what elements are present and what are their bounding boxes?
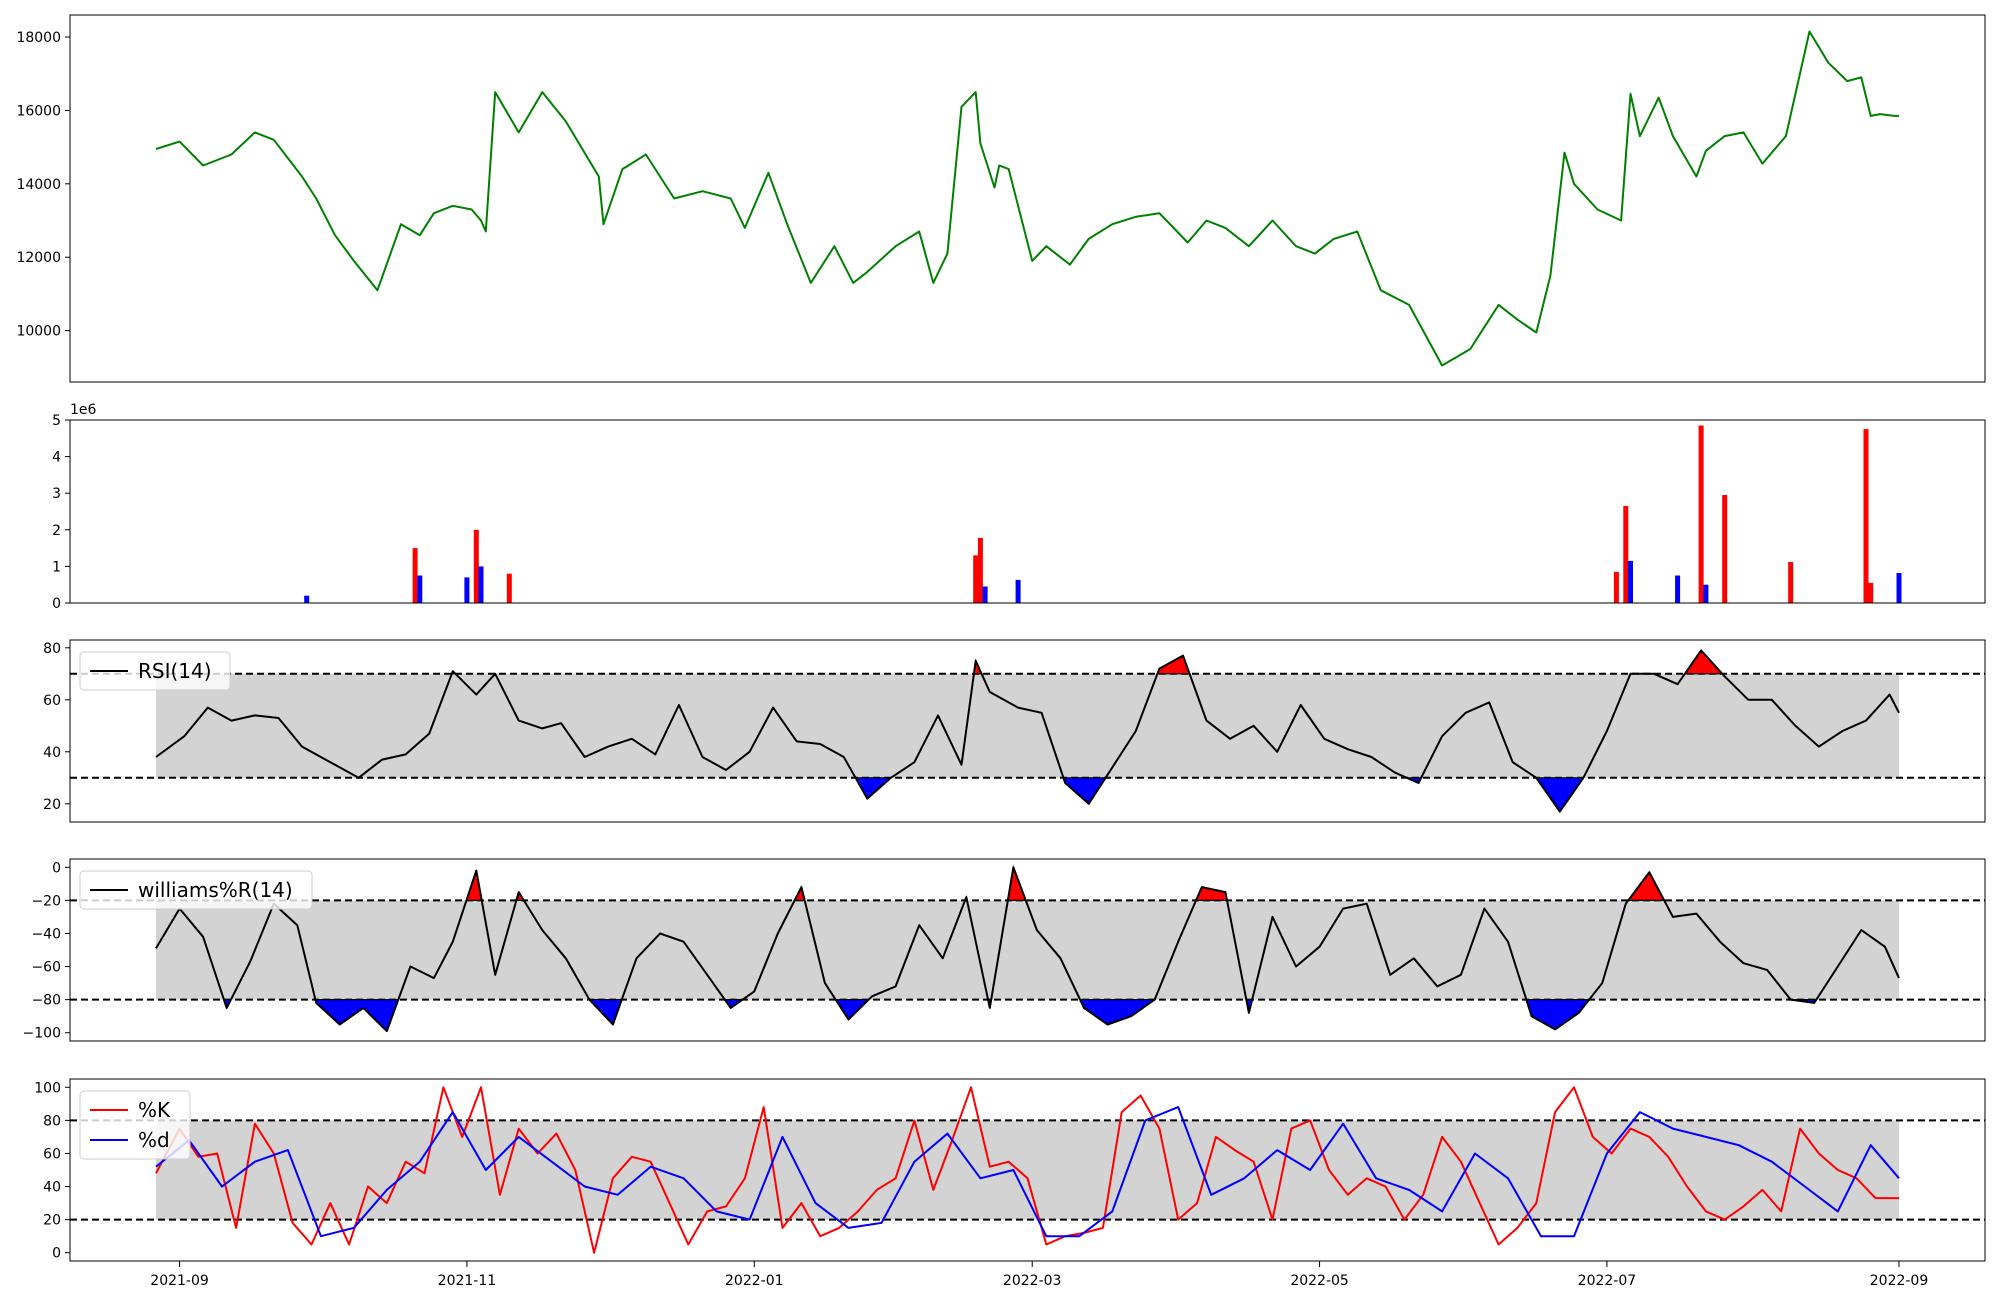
y-tick-label: 60 <box>43 1146 61 1162</box>
panel-frame <box>69 419 1986 604</box>
price-line <box>155 30 1899 367</box>
threshold-fill-area <box>1535 777 1585 813</box>
volume-bar <box>1698 425 1704 603</box>
y-tick-label: 2 <box>52 523 61 539</box>
panel-frame <box>69 1078 1986 1262</box>
volume-bar <box>982 586 988 603</box>
volume-bar <box>464 577 470 603</box>
volume-bar <box>304 595 310 603</box>
x-tick-label: 2021-09 <box>150 1273 209 1289</box>
panel-frame <box>69 639 1986 823</box>
volume-bar <box>1868 582 1874 603</box>
panel-frame <box>69 858 1986 1042</box>
y-tick-label: 20 <box>43 797 61 813</box>
x-tick-label: 2022-03 <box>1003 1273 1062 1289</box>
volume-bar <box>973 555 979 603</box>
series-line <box>155 1086 1899 1254</box>
legend-label: RSI(14) <box>138 659 212 683</box>
panel-frame <box>69 14 1986 383</box>
legend-label: %K <box>138 1098 171 1122</box>
y-tick-label: 14000 <box>16 177 61 193</box>
x-tick-label: 2022-07 <box>1578 1273 1637 1289</box>
threshold-fill-area <box>314 999 400 1033</box>
volume-bar <box>417 575 423 603</box>
y-tick-label: 100 <box>34 1080 61 1096</box>
y-tick-label: 0 <box>52 1246 61 1262</box>
x-tick-label: 2022-05 <box>1290 1273 1349 1289</box>
volume-bar <box>412 548 418 603</box>
axis-exponent-label: 1e6 <box>70 402 97 418</box>
legend-box <box>79 651 231 691</box>
y-tick-label: −80 <box>31 993 61 1009</box>
x-tick-label: 2022-09 <box>1870 1273 1929 1289</box>
threshold-fill-area <box>1525 999 1591 1031</box>
x-tick-label: 2021-11 <box>438 1273 497 1289</box>
volume-bar <box>1623 506 1629 603</box>
y-tick-label: 0 <box>52 596 61 612</box>
volume-bar <box>977 537 983 603</box>
legend-label: williams%R(14) <box>138 878 293 902</box>
range-band <box>156 673 1899 778</box>
range-band <box>156 1120 1899 1220</box>
volume-bar <box>1675 575 1681 603</box>
y-tick-label: 1 <box>52 559 61 575</box>
volume-bar <box>1628 560 1633 603</box>
legend-box <box>79 1090 191 1160</box>
volume-bar <box>1788 562 1794 603</box>
volume-bar <box>1863 429 1869 603</box>
y-tick-label: 60 <box>43 693 61 709</box>
y-tick-label: 4 <box>52 450 61 466</box>
volume-bar <box>478 566 484 603</box>
legend-label: %d <box>138 1128 170 1152</box>
series-line <box>155 649 1900 813</box>
y-tick-label: 0 <box>52 860 61 876</box>
x-tick-label: 2022-01 <box>725 1273 784 1289</box>
y-tick-label: −40 <box>31 926 61 942</box>
y-tick-label: 20 <box>43 1213 61 1229</box>
legend-box <box>79 870 313 910</box>
series-line <box>155 866 1900 1033</box>
volume-bar <box>1703 584 1709 603</box>
volume-bar <box>473 529 479 603</box>
range-band <box>156 900 1899 1000</box>
series-line <box>155 1106 1900 1238</box>
y-tick-label: 18000 <box>16 30 61 46</box>
y-tick-label: 80 <box>43 641 61 657</box>
volume-bar <box>1722 495 1728 603</box>
y-tick-label: 12000 <box>16 250 61 266</box>
y-tick-label: 80 <box>43 1113 61 1129</box>
y-tick-label: −60 <box>31 960 61 976</box>
volume-bar <box>506 573 512 603</box>
y-tick-label: 40 <box>43 745 61 761</box>
volume-bar <box>1896 573 1902 603</box>
volume-bar <box>1015 579 1021 603</box>
y-tick-label: 3 <box>52 486 61 502</box>
y-tick-label: −100 <box>23 1026 61 1042</box>
volume-bar <box>1613 571 1619 603</box>
y-tick-label: −20 <box>31 893 61 909</box>
y-tick-label: 16000 <box>16 103 61 119</box>
y-tick-label: 10000 <box>16 324 61 340</box>
y-tick-label: 5 <box>52 413 61 429</box>
y-tick-label: 40 <box>43 1180 61 1196</box>
